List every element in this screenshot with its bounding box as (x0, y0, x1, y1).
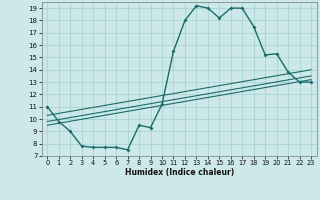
X-axis label: Humidex (Indice chaleur): Humidex (Indice chaleur) (124, 168, 234, 177)
